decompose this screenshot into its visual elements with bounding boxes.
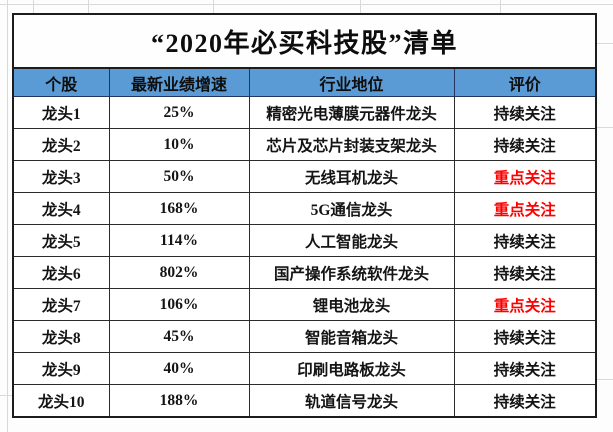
industry-cell: 无线耳机龙头 bbox=[248, 160, 455, 193]
header-row: 个股 最新业绩增速 行业地位 评价 bbox=[12, 67, 597, 97]
growth-cell: 114% bbox=[108, 224, 250, 257]
rating-cell: 持续关注 bbox=[453, 96, 597, 129]
sheet-gridline bbox=[88, 0, 89, 13]
growth-cell: 10% bbox=[108, 128, 250, 161]
industry-cell: 锂电池龙头 bbox=[248, 288, 455, 321]
growth-cell: 168% bbox=[108, 192, 250, 225]
growth-cell: 40% bbox=[108, 352, 250, 385]
rating-cell: 持续关注 bbox=[453, 320, 597, 353]
rating-cell: 重点关注 bbox=[453, 288, 597, 321]
stock-cell: 龙头8 bbox=[12, 320, 110, 353]
rating-cell: 持续关注 bbox=[453, 128, 597, 161]
rating-cell: 重点关注 bbox=[453, 192, 597, 225]
table-row: 龙头3 50% 无线耳机龙头 重点关注 bbox=[12, 160, 597, 193]
stock-cell: 龙头10 bbox=[12, 384, 110, 418]
industry-cell: 人工智能龙头 bbox=[248, 224, 455, 257]
sheet-gridline bbox=[33, 0, 34, 13]
growth-cell: 188% bbox=[108, 384, 250, 418]
sheet-gridline bbox=[0, 4, 613, 5]
sheet-gridline bbox=[597, 379, 613, 380]
stock-cell: 龙头5 bbox=[12, 224, 110, 257]
stock-cell: 龙头2 bbox=[12, 128, 110, 161]
column-header-2: 行业地位 bbox=[248, 67, 455, 97]
stock-list-table: “2020年必买科技股”清单 个股 最新业绩增速 行业地位 评价 龙头1 25% 精密光电… bbox=[12, 13, 598, 418]
sheet-gridline bbox=[500, 0, 501, 13]
table-row: 龙头2 10% 芯片及芯片封装支架龙头 持续关注 bbox=[12, 128, 597, 161]
sheet-gridline bbox=[0, 395, 12, 396]
industry-cell: 智能音箱龙头 bbox=[248, 320, 455, 353]
column-header-0: 个股 bbox=[12, 67, 110, 97]
rating-cell: 持续关注 bbox=[453, 352, 597, 385]
table-row: 龙头1 25% 精密光电薄膜元器件龙头 持续关注 bbox=[12, 96, 597, 129]
growth-cell: 106% bbox=[108, 288, 250, 321]
growth-cell: 802% bbox=[108, 256, 250, 289]
table-row: 龙头6 802% 国产操作系统软件龙头 持续关注 bbox=[12, 256, 597, 289]
rating-cell: 持续关注 bbox=[453, 256, 597, 289]
industry-cell: 5G通信龙头 bbox=[248, 192, 455, 225]
rating-cell: 持续关注 bbox=[453, 384, 597, 418]
industry-cell: 国产操作系统软件龙头 bbox=[248, 256, 455, 289]
sheet-gridline bbox=[213, 0, 214, 13]
industry-cell: 芯片及芯片封装支架龙头 bbox=[248, 128, 455, 161]
stock-cell: 龙头7 bbox=[12, 288, 110, 321]
industry-cell: 印刷电路板龙头 bbox=[248, 352, 455, 385]
stock-cell: 龙头9 bbox=[12, 352, 110, 385]
table-row: 龙头10 188% 轨道信号龙头 持续关注 bbox=[12, 384, 597, 418]
table-row: 龙头5 114% 人工智能龙头 持续关注 bbox=[12, 224, 597, 257]
growth-cell: 25% bbox=[108, 96, 250, 129]
growth-cell: 45% bbox=[108, 320, 250, 353]
stock-cell: 龙头3 bbox=[12, 160, 110, 193]
industry-cell: 精密光电薄膜元器件龙头 bbox=[248, 96, 455, 129]
sheet-gridline bbox=[7, 0, 8, 432]
rating-cell: 持续关注 bbox=[453, 224, 597, 257]
table-row: 龙头4 168% 5G通信龙头 重点关注 bbox=[12, 192, 597, 225]
table-row: 龙头9 40% 印刷电路板龙头 持续关注 bbox=[12, 352, 597, 385]
sheet-gridline bbox=[597, 43, 613, 44]
rating-cell: 重点关注 bbox=[453, 160, 597, 193]
stock-cell: 龙头4 bbox=[12, 192, 110, 225]
industry-cell: 轨道信号龙头 bbox=[248, 384, 455, 418]
sheet-gridline bbox=[360, 0, 361, 13]
table-body: 龙头1 25% 精密光电薄膜元器件龙头 持续关注 龙头2 10% 芯片及芯片封装支架龙头 持续… bbox=[12, 96, 597, 418]
column-header-3: 评价 bbox=[453, 67, 597, 97]
column-header-1: 最新业绩增速 bbox=[108, 67, 250, 97]
table-row: 龙头7 106% 锂电池龙头 重点关注 bbox=[12, 288, 597, 321]
stock-cell: 龙头1 bbox=[12, 96, 110, 129]
title-row: “2020年必买科技股”清单 bbox=[12, 13, 597, 69]
stock-cell: 龙头6 bbox=[12, 256, 110, 289]
growth-cell: 50% bbox=[108, 160, 250, 193]
sheet-gridline bbox=[597, 127, 613, 128]
page-title: “2020年必买科技股”清单 bbox=[12, 13, 597, 69]
table-row: 龙头8 45% 智能音箱龙头 持续关注 bbox=[12, 320, 597, 353]
